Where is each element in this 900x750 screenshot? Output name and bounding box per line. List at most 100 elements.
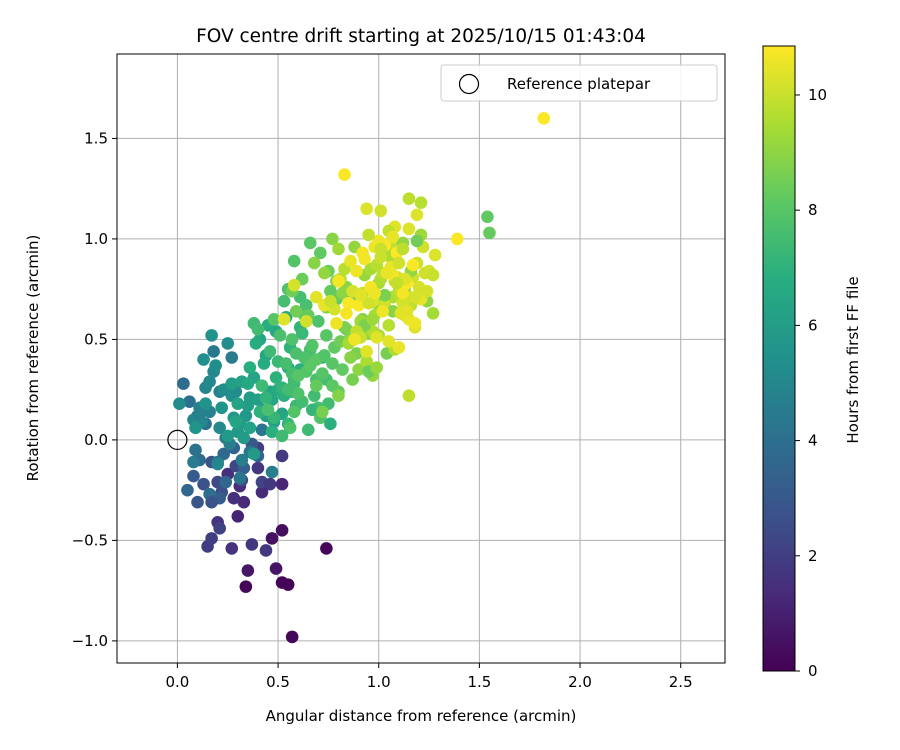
data-point bbox=[287, 278, 301, 292]
data-point bbox=[537, 112, 551, 125]
data-point bbox=[189, 443, 202, 457]
data-point bbox=[336, 363, 349, 376]
data-point bbox=[213, 522, 226, 535]
data-point bbox=[207, 345, 220, 358]
data-point bbox=[346, 373, 359, 386]
colorbar-tick-label: 6 bbox=[808, 316, 818, 334]
data-point bbox=[307, 256, 321, 270]
data-point bbox=[289, 347, 303, 360]
data-point bbox=[307, 389, 321, 402]
data-point bbox=[310, 379, 323, 392]
data-point bbox=[376, 304, 390, 318]
data-point bbox=[205, 329, 218, 342]
data-point bbox=[275, 449, 289, 463]
data-point bbox=[370, 331, 384, 344]
data-point bbox=[382, 335, 396, 348]
x-tick-label: 2.0 bbox=[568, 673, 592, 691]
data-point bbox=[189, 421, 202, 435]
data-point bbox=[360, 202, 373, 216]
data-point bbox=[318, 266, 331, 280]
data-point bbox=[370, 361, 384, 374]
x-tick-label: 1.0 bbox=[367, 673, 391, 691]
data-point bbox=[483, 226, 496, 240]
legend: Reference platepar bbox=[440, 64, 718, 102]
data-point bbox=[312, 315, 325, 328]
data-point bbox=[225, 351, 239, 364]
data-point bbox=[287, 254, 301, 268]
data-point bbox=[267, 313, 281, 326]
y-tick-label: 0.0 bbox=[84, 431, 108, 449]
data-point bbox=[366, 313, 379, 326]
data-point bbox=[330, 317, 343, 330]
data-point bbox=[231, 509, 245, 523]
data-point bbox=[374, 242, 388, 256]
chart-title: FOV centre drift starting at 2025/10/15 … bbox=[196, 26, 646, 47]
data-point bbox=[265, 425, 279, 439]
data-point bbox=[259, 544, 273, 557]
data-point bbox=[396, 286, 410, 300]
data-point bbox=[229, 415, 243, 429]
data-point bbox=[237, 431, 251, 445]
colorbar-tick-label: 8 bbox=[808, 201, 818, 219]
data-point bbox=[199, 397, 212, 411]
data-point bbox=[283, 421, 297, 435]
colorbar bbox=[762, 45, 796, 672]
colorbar-tick-label: 10 bbox=[808, 86, 827, 104]
data-point bbox=[221, 429, 235, 443]
data-point bbox=[247, 447, 261, 461]
data-point bbox=[410, 234, 424, 248]
data-point bbox=[354, 288, 367, 302]
data-point bbox=[285, 333, 299, 346]
data-point bbox=[400, 304, 414, 318]
data-point bbox=[356, 246, 369, 260]
data-point bbox=[332, 389, 345, 402]
data-point bbox=[245, 538, 259, 551]
data-point bbox=[305, 339, 319, 352]
data-points bbox=[173, 112, 551, 644]
data-point bbox=[237, 495, 251, 509]
data-point bbox=[235, 453, 249, 467]
data-point bbox=[414, 196, 428, 210]
x-tick-label: 0.0 bbox=[165, 673, 189, 691]
legend-box bbox=[440, 64, 718, 102]
data-point bbox=[289, 304, 303, 318]
data-point bbox=[352, 363, 365, 376]
data-point bbox=[285, 630, 299, 644]
data-point bbox=[299, 315, 313, 328]
data-point bbox=[225, 377, 239, 390]
data-point bbox=[209, 359, 222, 372]
data-point bbox=[255, 423, 269, 437]
data-point bbox=[362, 228, 375, 242]
data-point bbox=[392, 256, 406, 270]
data-point bbox=[227, 491, 241, 505]
y-tick-label: −1.0 bbox=[72, 632, 108, 650]
data-point bbox=[243, 421, 257, 435]
colorbar-tick-label: 0 bbox=[808, 662, 818, 680]
data-point bbox=[348, 333, 361, 346]
colorbar-tick-label: 4 bbox=[808, 432, 818, 450]
data-point bbox=[183, 395, 196, 409]
data-point bbox=[251, 323, 265, 336]
data-point bbox=[205, 495, 218, 509]
x-tick-label: 0.5 bbox=[266, 673, 290, 691]
y-tick-label: −0.5 bbox=[72, 531, 108, 549]
data-point bbox=[239, 580, 253, 593]
colorbar-label: Hours from first FF file bbox=[844, 276, 862, 443]
data-point bbox=[314, 246, 327, 260]
data-point bbox=[316, 367, 329, 380]
data-point bbox=[197, 477, 210, 491]
y-tick-label: 1.0 bbox=[84, 230, 108, 248]
plot-frame bbox=[116, 53, 726, 664]
y-tick-label: 0.5 bbox=[84, 330, 108, 348]
data-point bbox=[241, 564, 255, 577]
x-tick-label: 1.5 bbox=[467, 673, 491, 691]
data-point bbox=[257, 357, 271, 370]
data-point bbox=[243, 361, 257, 374]
data-point bbox=[275, 524, 289, 537]
data-point bbox=[402, 192, 416, 206]
data-point bbox=[408, 317, 422, 330]
data-point bbox=[324, 417, 337, 431]
data-point bbox=[336, 286, 349, 300]
data-point bbox=[255, 379, 269, 392]
